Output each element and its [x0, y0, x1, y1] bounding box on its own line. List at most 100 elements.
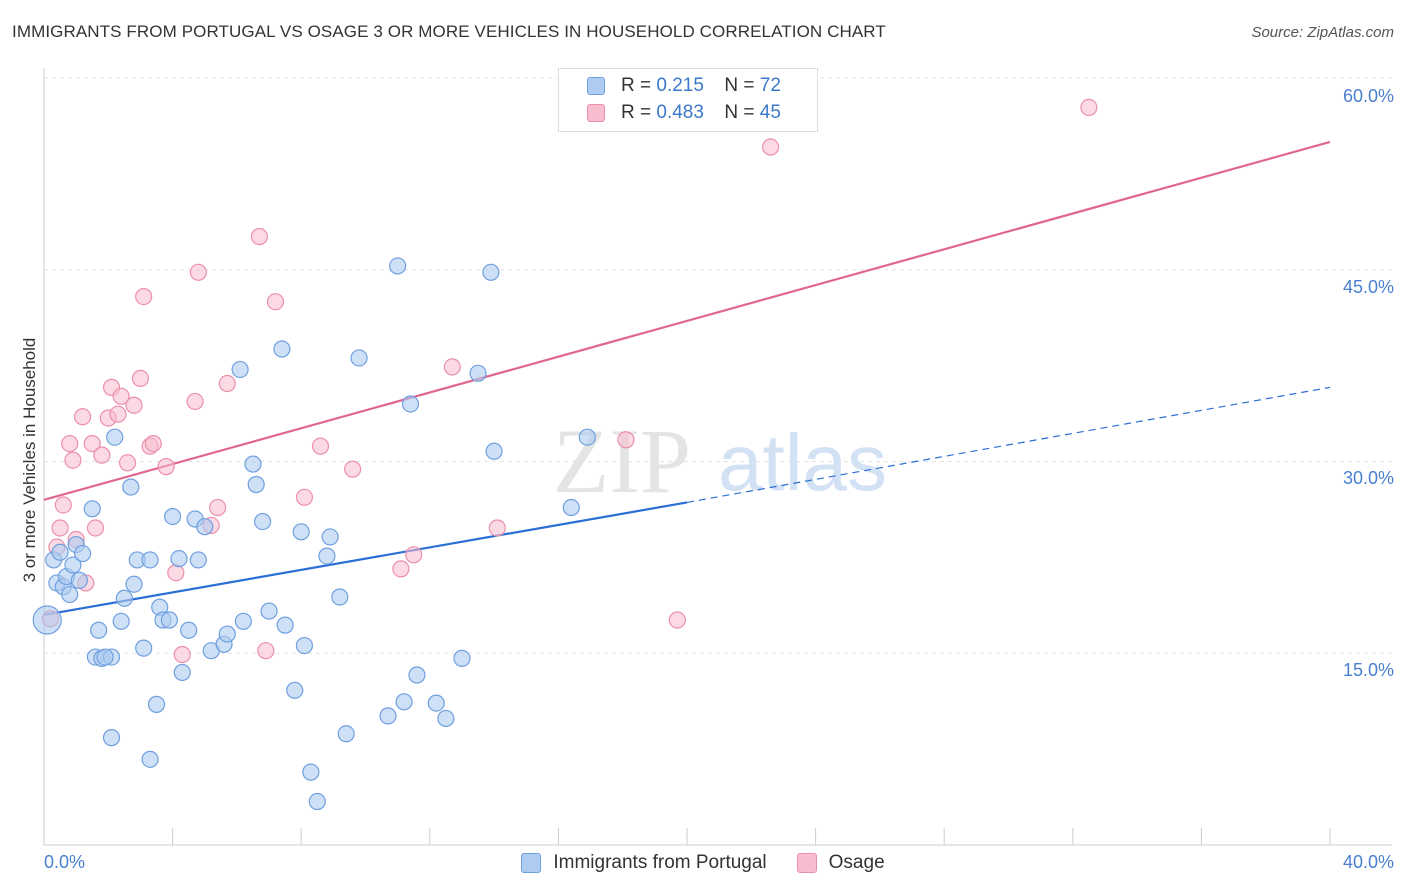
data-point-portugal: [389, 257, 407, 275]
data-point-osage: [344, 460, 362, 478]
data-point-portugal: [180, 621, 198, 639]
data-point-portugal: [234, 612, 252, 630]
n-value: 45: [759, 102, 781, 123]
data-point-portugal: [32, 605, 62, 635]
data-point-portugal: [469, 364, 487, 382]
data-point-portugal: [244, 455, 262, 473]
data-point-portugal: [83, 500, 101, 518]
data-point-portugal: [135, 639, 153, 657]
data-point-portugal: [106, 428, 124, 446]
portugal-swatch: [521, 853, 542, 873]
data-point-portugal: [331, 588, 349, 606]
data-point-portugal: [164, 507, 182, 526]
data-point-osage: [668, 611, 686, 629]
data-point-portugal: [485, 442, 503, 460]
data-point-osage: [109, 405, 127, 423]
data-point-portugal: [160, 611, 178, 629]
trend-lines: [43, 140, 1331, 616]
r-value: 0.215: [656, 75, 704, 96]
data-point-portugal: [112, 612, 130, 630]
r-label: R =: [621, 102, 652, 123]
legend-item-portugal: Immigrants from Portugal: [521, 852, 767, 874]
data-point-portugal: [141, 551, 159, 569]
data-point-osage: [761, 138, 780, 156]
data-point-osage: [131, 369, 150, 388]
stats-legend-row-portugal: R = 0.215 N = 72: [587, 73, 781, 99]
data-point-portugal: [337, 725, 355, 743]
watermark-atlas: atlas: [718, 418, 887, 507]
data-point-osage: [1080, 98, 1098, 117]
data-point-portugal: [308, 792, 326, 811]
data-point-portugal: [96, 648, 114, 666]
data-point-portugal: [295, 636, 314, 655]
data-point-portugal: [173, 663, 191, 682]
n-value: 72: [759, 75, 781, 96]
data-point-osage: [144, 435, 162, 453]
data-point-portugal: [51, 543, 69, 561]
data-point-osage: [392, 560, 410, 578]
data-point-osage: [73, 408, 92, 426]
r-label: R =: [621, 75, 652, 96]
data-point-portugal: [231, 360, 249, 379]
data-point-portugal: [408, 666, 426, 684]
portugal-swatch: [587, 77, 605, 95]
data-point-osage: [61, 435, 79, 453]
data-point-osage: [257, 642, 275, 660]
data-point-osage: [250, 227, 269, 246]
data-point-portugal: [395, 693, 413, 711]
stats-legend: R = 0.215 N = 72 R = 0.483 N = 45: [558, 68, 818, 132]
watermark: ZIP atlas: [553, 410, 887, 512]
osage-swatch: [587, 104, 605, 122]
data-point-osage: [443, 358, 461, 376]
x-tick-label-max: 40.0%: [1342, 852, 1394, 872]
data-point-osage: [266, 293, 285, 311]
data-point-portugal: [196, 518, 214, 536]
data-point-portugal: [189, 551, 207, 569]
data-point-portugal: [254, 512, 272, 531]
data-point-osage: [54, 496, 72, 514]
data-point-osage: [189, 263, 207, 281]
data-point-osage: [93, 446, 111, 464]
r-value: 0.483: [656, 102, 704, 123]
data-point-portugal: [102, 729, 121, 747]
data-point-osage: [64, 451, 82, 469]
data-point-osage: [311, 437, 330, 455]
data-point-portugal: [578, 428, 596, 446]
series-legend: Immigrants from Portugal Osage: [0, 852, 1406, 874]
data-point-osage: [186, 392, 204, 411]
data-point-portugal: [318, 547, 336, 565]
data-point-portugal: [350, 349, 368, 367]
data-point-portugal: [437, 709, 455, 728]
data-point-osage: [488, 519, 506, 537]
data-point-portugal: [122, 478, 140, 496]
y-tick-label-30: 30.0%: [1342, 468, 1394, 488]
data-point-osage: [112, 387, 130, 405]
stats-legend-row-osage: R = 0.483 N = 45: [587, 100, 781, 126]
data-point-portugal: [427, 694, 445, 712]
data-point-portugal: [218, 625, 236, 643]
data-point-portugal: [73, 544, 92, 563]
data-point-osage: [118, 454, 137, 472]
data-point-portugal: [170, 550, 188, 568]
trend-line-osage: [43, 140, 1331, 501]
data-point-osage: [295, 488, 314, 506]
osage-swatch: [796, 853, 817, 873]
data-point-portugal: [276, 616, 294, 634]
data-point-portugal: [302, 763, 320, 781]
data-point-portugal: [61, 585, 79, 604]
y-tick-label-45: 45.0%: [1342, 277, 1394, 297]
source-label: Source: ZipAtlas.com: [1251, 24, 1394, 41]
axes: [43, 68, 1392, 846]
data-point-osage: [173, 645, 191, 664]
legend-label-portugal: Immigrants from Portugal: [553, 852, 767, 873]
data-point-portugal: [292, 523, 310, 541]
n-label: N =: [724, 75, 755, 96]
data-point-portugal: [260, 602, 278, 620]
data-point-portugal: [64, 556, 82, 574]
data-point-portugal: [273, 340, 291, 358]
x-tick-label-min: 0.0%: [44, 852, 86, 872]
data-point-portugal: [147, 695, 166, 713]
data-point-portugal: [453, 649, 471, 667]
data-point-osage: [218, 374, 236, 393]
